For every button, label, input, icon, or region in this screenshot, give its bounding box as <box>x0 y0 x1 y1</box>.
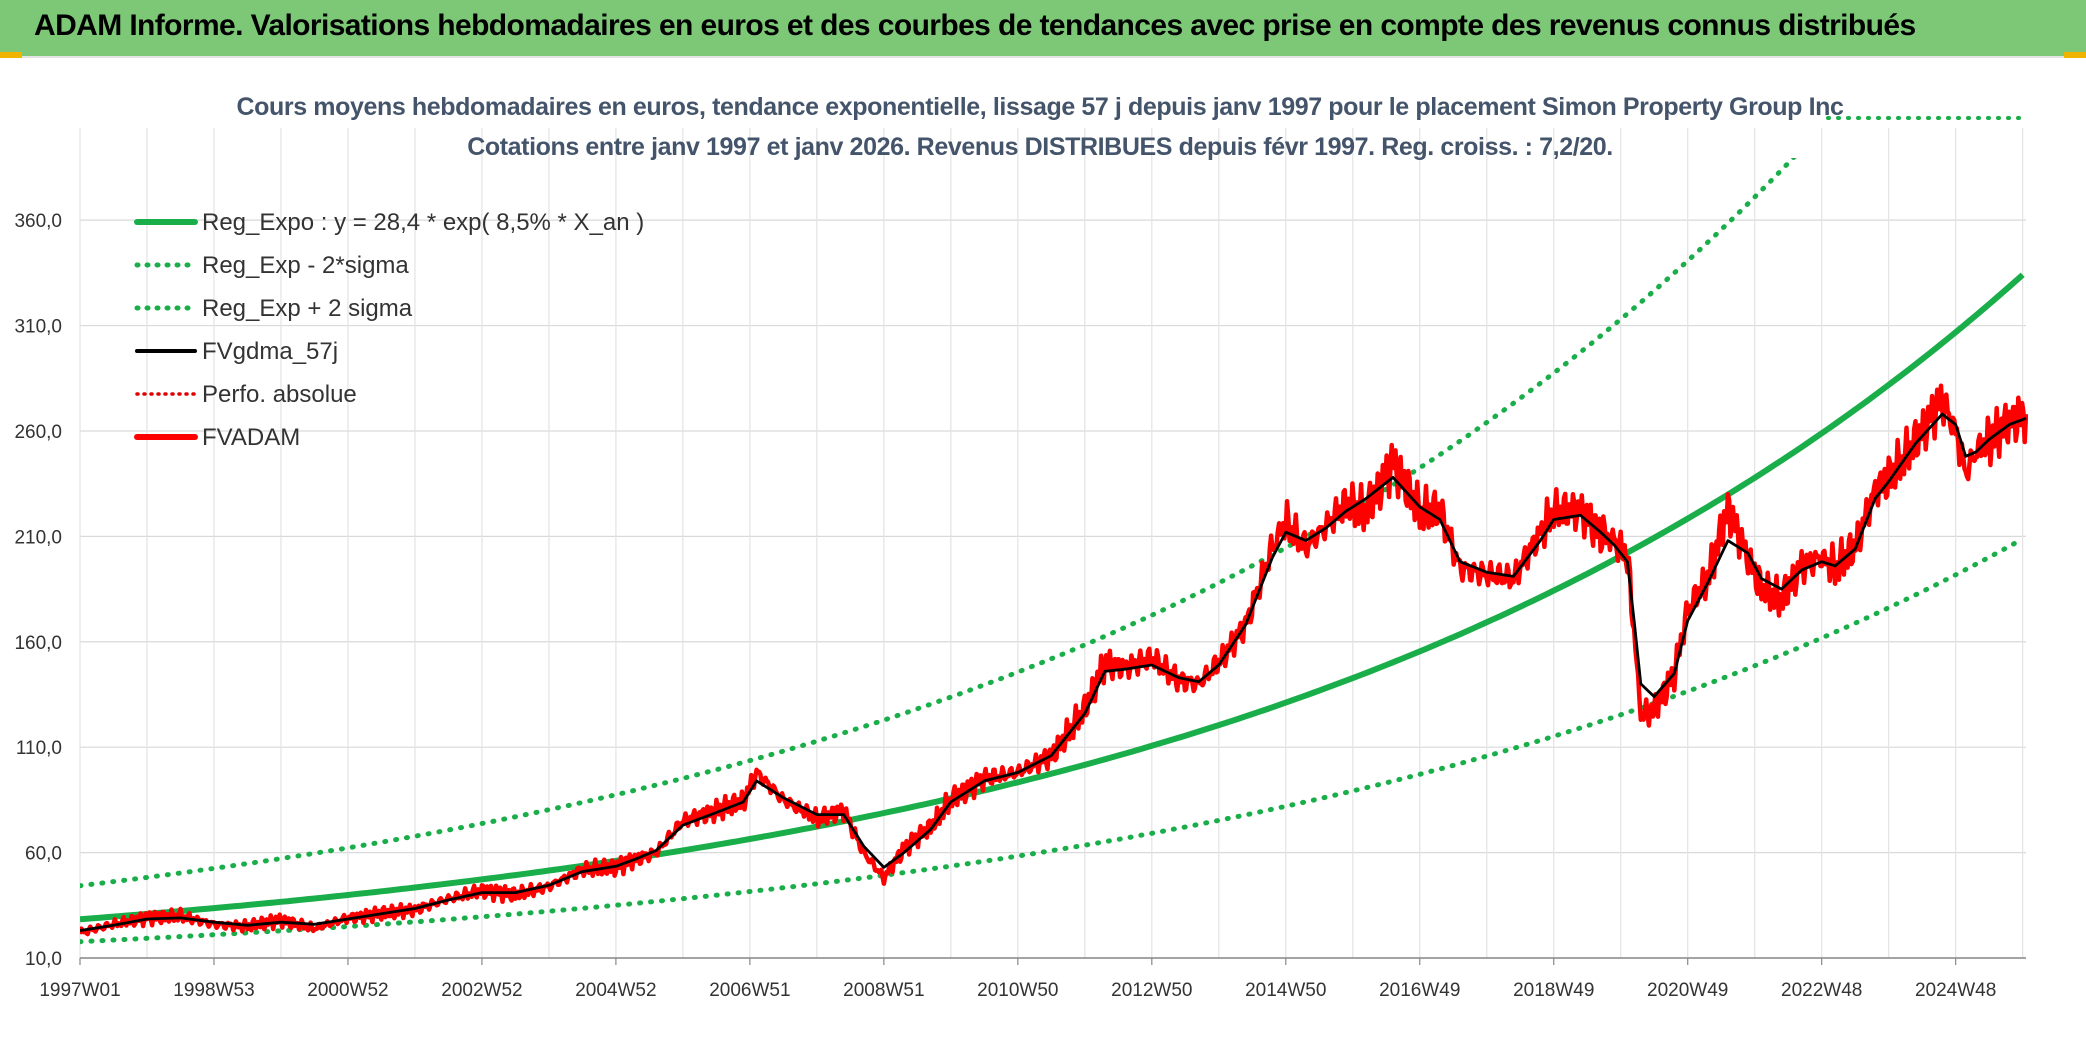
legend-item-fvgdma: FVgdma_57j <box>135 338 338 365</box>
x-tick-label: 2020W49 <box>1647 980 1728 1001</box>
y-tick-label: 160,0 <box>14 633 62 654</box>
y-tick-label: 260,0 <box>14 422 62 443</box>
legend-label-fvadam: FVADAM <box>202 424 300 451</box>
y-tick-label: 60,0 <box>25 844 62 865</box>
y-tick-label: 310,0 <box>14 317 62 338</box>
x-tick-label: 2016W49 <box>1379 980 1460 1001</box>
banner-title: ADAM Informe. Valorisations hebdomadaire… <box>34 9 1916 42</box>
x-tick-label: 2010W50 <box>977 980 1058 1001</box>
x-tick-label: 1997W01 <box>39 980 120 1001</box>
grid <box>79 128 2026 959</box>
axes: 10,0 60,0 110,0 160,0 210,0 260,0 310,0 360,0 19… <box>14 211 2026 1001</box>
x-tick-label: 2014W50 <box>1245 980 1326 1001</box>
y-tick-label: 10,0 <box>25 949 62 970</box>
banner-corner-right <box>2064 52 2086 58</box>
reg-exp-minus-2sigma-line <box>80 536 2026 945</box>
legend: Reg_Expo : y = 28,4 * exp( 8,5% * X_an )… <box>134 209 644 451</box>
x-tick-label: 2012W50 <box>1111 980 1192 1001</box>
y-tick-label: 360,0 <box>14 211 62 232</box>
y-tick-label: 110,0 <box>16 738 62 759</box>
x-tick-label: 1998W53 <box>173 980 254 1001</box>
legend-label-reg_expo: Reg_Expo : y = 28,4 * exp( 8,5% * X_an ) <box>202 209 644 236</box>
x-tick-label: 2024W48 <box>1915 980 1996 1001</box>
legend-label-perfo: Perfo. absolue <box>202 381 357 408</box>
x-tick-label: 2006W51 <box>709 980 790 1001</box>
legend-label-reg_minus: Reg_Exp - 2*sigma <box>202 252 409 279</box>
x-tick-label: 2018W49 <box>1513 980 1594 1001</box>
legend-label-reg_plus: Reg_Exp + 2 sigma <box>202 295 413 322</box>
reg-expo-line <box>80 272 2025 923</box>
fvgdma-line <box>80 412 2027 932</box>
chart-title: Cours moyens hebdomadaires en euros, ten… <box>236 93 1844 121</box>
x-tick-label: 2002W52 <box>441 980 522 1001</box>
report-banner: ADAM Informe. Valorisations hebdomadaire… <box>0 0 2086 58</box>
legend-item-reg_expo: Reg_Expo : y = 28,4 * exp( 8,5% * X_an ) <box>134 209 644 236</box>
x-tick-label: 2004W52 <box>575 980 656 1001</box>
reg-exp-plus-2sigma-line <box>80 158 1797 889</box>
banner-corner-left <box>0 52 22 58</box>
legend-label-fvgdma: FVgdma_57j <box>202 338 338 365</box>
series-layer <box>80 158 2028 945</box>
legend-item-perfo: Perfo. absolue <box>135 381 357 408</box>
y-tick-label: 210,0 <box>14 527 62 548</box>
x-tick-label: 2008W51 <box>843 980 924 1001</box>
legend-item-reg_plus: Reg_Exp + 2 sigma <box>134 295 413 322</box>
chart-subtitle: Cotations entre janv 1997 et janv 2026. … <box>467 133 1613 161</box>
legend-item-reg_minus: Reg_Exp - 2*sigma <box>134 252 409 279</box>
x-tick-label: 2000W52 <box>307 980 388 1001</box>
legend-item-fvadam: FVADAM <box>134 424 300 451</box>
x-tick-label: 2022W48 <box>1781 980 1862 1001</box>
